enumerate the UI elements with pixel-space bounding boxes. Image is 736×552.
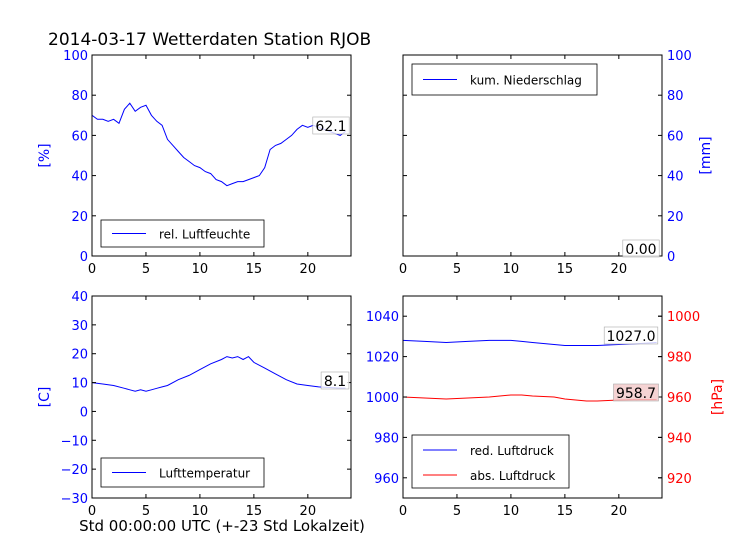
annotation-box — [613, 383, 659, 402]
y-tick-label: 20 — [71, 348, 88, 363]
y-tick-label: 0 — [80, 250, 88, 265]
y-tick-label: −20 — [61, 463, 88, 478]
y-tick-label: 960 — [374, 472, 399, 487]
y-tick-label: 100 — [667, 49, 692, 64]
x-tick-label: 5 — [142, 262, 150, 277]
y-tick-label-right: 1000 — [667, 310, 700, 325]
y-tick-label: 60 — [667, 129, 684, 144]
panel-humidity: 0 5 10 15 20 0 20 40 60 80 100 [%] rel. Luftfeuchte 6… — [37, 49, 352, 277]
y-tick-label: 0 — [667, 250, 675, 265]
series-line-temperature-0 — [92, 355, 346, 392]
y-tick-label-right: 980 — [667, 351, 692, 366]
annotation-box — [603, 326, 659, 345]
legend-label: rel. Luftfeuchte — [159, 228, 250, 242]
x-axis-label: Std 00:00:00 UTC (+-23 Std Lokalzeit) — [79, 517, 365, 535]
plot-frame-humidity — [91, 54, 352, 257]
x-tick-label: 10 — [503, 262, 520, 277]
legend-box — [411, 434, 570, 489]
y-tick-label: 30 — [71, 319, 88, 334]
annotation-box — [312, 116, 350, 135]
x-tick-label: 20 — [300, 262, 317, 277]
plot-frame-precipitation — [402, 54, 663, 257]
figure-title: 2014-03-17 Wetterdaten Station RJOB — [48, 30, 371, 50]
y-tick-label-right: 920 — [667, 472, 692, 487]
x-tick-label: 15 — [246, 504, 263, 519]
y-axis-label: [C] — [37, 387, 53, 408]
x-tick-label: 15 — [557, 262, 574, 277]
y-tick-label: 20 — [71, 210, 88, 225]
y-tick-label: −30 — [61, 492, 88, 507]
legend-label: red. Luftdruck — [470, 444, 554, 458]
y-tick-label: 40 — [667, 170, 684, 185]
y-tick-label: 1000 — [366, 391, 399, 406]
x-tick-label: 5 — [142, 504, 150, 519]
x-tick-label: 15 — [557, 504, 574, 519]
y-tick-label: −10 — [61, 434, 88, 449]
y-tick-label: 40 — [71, 290, 88, 305]
x-tick-label: 15 — [246, 262, 263, 277]
y-axis-label: [%] — [37, 143, 53, 167]
x-tick-label: 10 — [192, 504, 209, 519]
x-tick-label: 20 — [611, 262, 628, 277]
panel-pressure: 0 5 10 15 20 960 980 1000 1020 1040 920 940 960 980 10… — [366, 295, 726, 519]
x-tick-label: 20 — [611, 504, 628, 519]
y-axis-label-right: [hPa] — [710, 379, 726, 415]
y-tick-label-right: 960 — [667, 391, 692, 406]
x-tick-label: 20 — [300, 504, 317, 519]
y-tick-label: 980 — [374, 431, 399, 446]
x-tick-label: 5 — [453, 262, 461, 277]
y-tick-label: 1040 — [366, 310, 399, 325]
x-tick-label: 0 — [88, 262, 96, 277]
annotation-value: 8.1 — [324, 374, 346, 390]
x-tick-label: 0 — [399, 262, 407, 277]
y-tick-label: 100 — [63, 49, 88, 64]
panel-temperature: 0 5 10 15 20 −30 −20 −10 0 10 20 30 40 [C] Lufttempera… — [37, 290, 352, 519]
x-tick-label: 0 — [88, 504, 96, 519]
annotation-box — [622, 239, 660, 258]
y-axis-label: [mm] — [698, 136, 714, 174]
y-tick-label: 80 — [667, 89, 684, 104]
y-tick-label: 0 — [80, 405, 88, 420]
annotation-value: 62.1 — [315, 119, 346, 135]
annotation-value: 0.00 — [625, 242, 656, 258]
y-tick-label-right: 940 — [667, 431, 692, 446]
y-tick-label: 1020 — [366, 351, 399, 366]
annotation-value: 958.7 — [616, 386, 656, 402]
panel-precipitation: 0 5 10 15 20 0 20 40 60 80 100 [mm] kum. Niederschla… — [399, 49, 714, 277]
y-tick-label: 80 — [71, 89, 88, 104]
y-tick-label: 20 — [667, 210, 684, 225]
y-tick-label: 40 — [71, 170, 88, 185]
x-tick-label: 5 — [453, 504, 461, 519]
series-line-pressure-0 — [403, 339, 657, 346]
plot-frame-temperature — [91, 295, 352, 499]
annotation-box — [320, 371, 350, 390]
legend-label: abs. Luftdruck — [470, 469, 555, 483]
y-tick-label: 10 — [71, 377, 88, 392]
x-tick-label: 10 — [192, 262, 209, 277]
y-tick-label: 60 — [71, 129, 88, 144]
series-line-pressure-1 — [403, 394, 657, 402]
x-tick-label: 10 — [503, 504, 520, 519]
series-line-humidity-0 — [92, 102, 346, 187]
annotation-value: 1027.0 — [607, 329, 656, 345]
x-tick-label: 0 — [399, 504, 407, 519]
legend-label: kum. Niederschlag — [470, 74, 582, 88]
legend-label: Lufttemperatur — [159, 467, 250, 481]
